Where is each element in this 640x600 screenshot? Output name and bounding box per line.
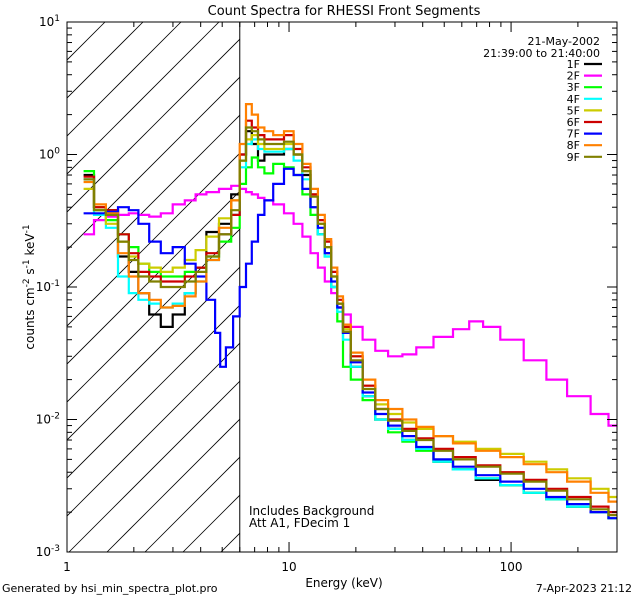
chart-title: Count Spectra for RHESSI Front Segments <box>208 4 481 19</box>
legend-label-3f: 3F <box>567 81 580 94</box>
y-tick-label: 10-1 <box>36 279 60 294</box>
series-7f <box>83 167 617 520</box>
hatch-line <box>68 380 240 552</box>
annotation-attenuator: Att A1, FDecim 1 <box>249 516 350 530</box>
hatch-line <box>67 266 240 441</box>
hatch-line <box>67 190 240 365</box>
hatch-line <box>67 76 240 251</box>
hatch-line <box>67 342 240 517</box>
x-tick-label: 100 <box>500 560 523 574</box>
y-tick-label: 100 <box>39 147 60 162</box>
legend-label-4f: 4F <box>567 93 580 106</box>
y-tick-label: 10-2 <box>36 412 60 427</box>
y-tick-label: 101 <box>39 14 60 29</box>
hatch-line <box>106 418 240 552</box>
x-axis-label: Energy (keV) <box>305 576 382 590</box>
hatch-line <box>67 38 240 213</box>
y-axis-label: counts cm-2 s-1 keV-1 <box>22 224 37 349</box>
legend-label-2f: 2F <box>567 70 580 83</box>
x-tick-label: 10 <box>281 560 296 574</box>
series-layer <box>83 103 617 520</box>
legend-label-6f: 6F <box>567 116 580 129</box>
x-tick-label: 1 <box>63 560 71 574</box>
series-8f <box>83 103 617 503</box>
legend-label-5f: 5F <box>567 104 580 117</box>
plot-frame <box>66 21 618 553</box>
time-range-label: 21:39:00 to 21:40:00 <box>483 47 600 60</box>
hatch-line <box>67 22 182 137</box>
legend-label-8f: 8F <box>567 139 580 152</box>
hatch-line <box>144 456 240 552</box>
series-2f <box>83 184 617 427</box>
timestamp-label: 7-Apr-2023 21:12 <box>535 582 632 595</box>
hatch-line <box>67 304 240 479</box>
annotation-background: Includes Background <box>249 504 374 518</box>
hatch-line <box>67 22 220 175</box>
series-6f <box>83 119 617 514</box>
legend-label-7f: 7F <box>567 128 580 141</box>
axis-ticks <box>66 22 618 553</box>
generated-by-label: Generated by hsi_min_spectra_plot.pro <box>2 582 218 595</box>
header-labels: 21-May-2002 21:39:00 to 21:40:00 <box>483 35 600 60</box>
legend-label-9f: 9F <box>567 151 580 164</box>
series-9f <box>83 126 617 517</box>
legend-label-1f: 1F <box>567 58 580 71</box>
hatch-line <box>67 152 240 327</box>
hatch-line <box>259 22 640 552</box>
date-label: 21-May-2002 <box>528 35 600 48</box>
excluded-energy-hatch <box>67 22 640 552</box>
y-tick-label: 10-3 <box>36 544 60 559</box>
